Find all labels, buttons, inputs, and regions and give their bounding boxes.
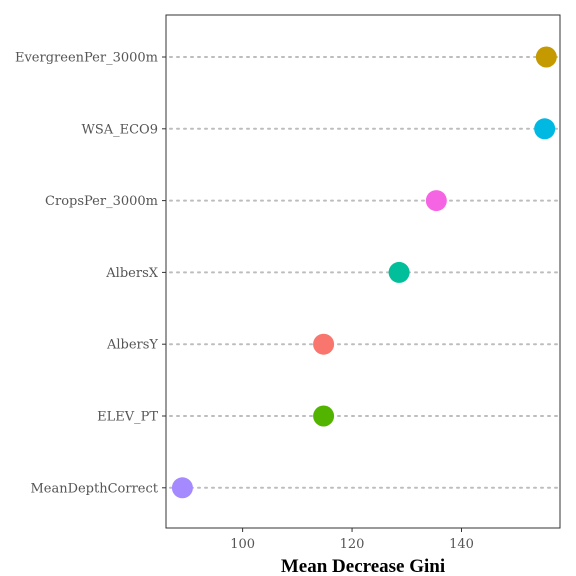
x-tick-label-140: 140 [449,537,474,552]
point-albersy [313,333,335,355]
y-tick-label-albersx: AlbersX [105,266,158,281]
x-tick-label-120: 120 [340,537,365,552]
point-albersx [388,261,410,283]
guide-lines [169,56,559,489]
point-cropsper-3000m [425,190,447,212]
data-points [171,46,557,499]
y-tick-label-meandepthcorrect: MeanDepthCorrect [30,481,158,496]
y-tick-label-evergreenper-3000m: EvergreenPer_3000m [15,51,158,66]
x-axis-title: Mean Decrease Gini [281,556,445,576]
x-tick-label-100: 100 [230,537,255,552]
plot-frame [165,14,561,529]
y-tick-label-albersy: AlbersY [106,338,158,353]
point-elev-pt [313,405,335,427]
y-tick-labels: EvergreenPer_3000m WSA_ECO9 CropsPer_3000m… [15,51,166,496]
point-meandepthcorrect [171,477,193,499]
point-wsa-eco9 [534,118,556,140]
y-tick-label-wsa-eco9: WSA_ECO9 [81,122,158,137]
x-ticks: 100 120 140 [230,528,474,552]
y-tick-label-cropsper-3000m: CropsPer_3000m [45,194,158,209]
y-tick-label-elev-pt: ELEV_PT [97,410,158,425]
point-evergreenper-3000m [535,46,557,68]
